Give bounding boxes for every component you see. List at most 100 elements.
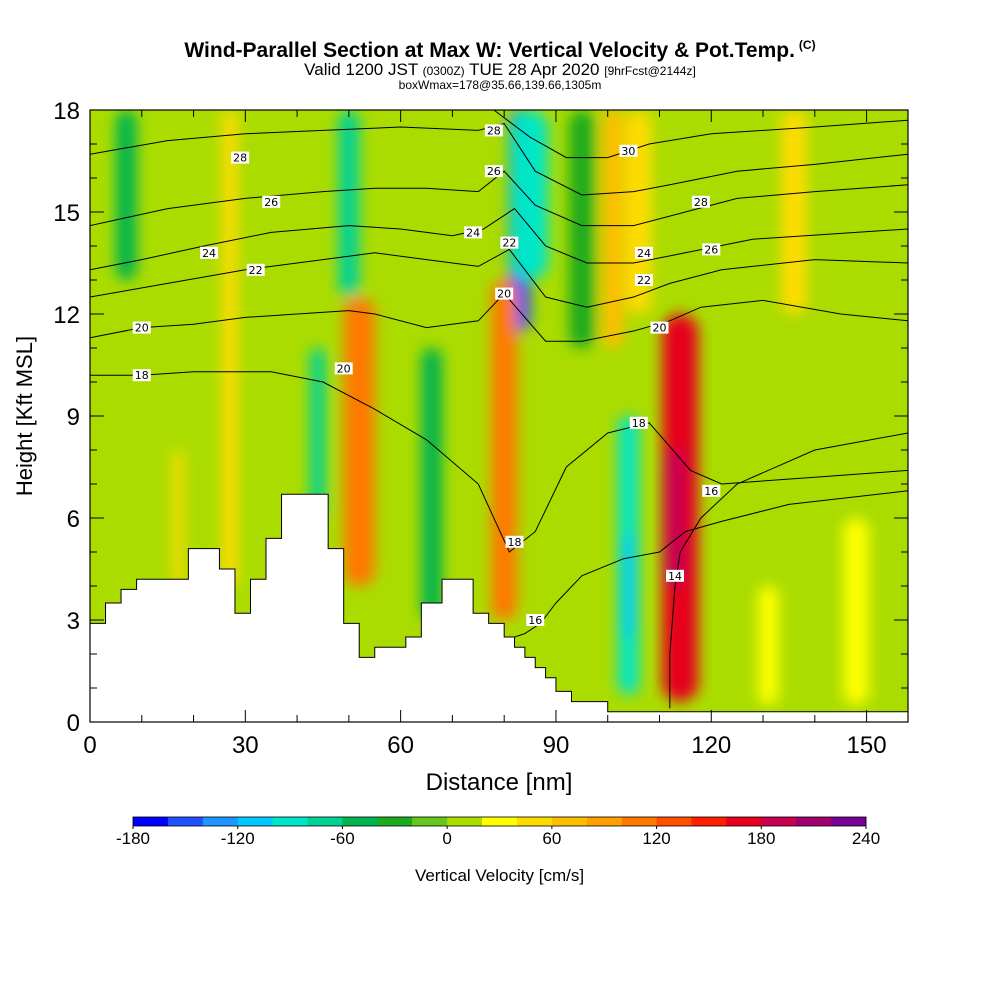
- x-tick-label: 30: [232, 732, 259, 759]
- contour-label: 28: [487, 124, 501, 137]
- contour-label-box: [464, 226, 483, 239]
- colorbar-tick-label: 180: [747, 829, 775, 848]
- contour-label: 26: [487, 165, 501, 178]
- contour-label-box: [666, 569, 685, 582]
- y-tick-label: 18: [53, 98, 80, 125]
- contour-label-box: [484, 124, 503, 137]
- colorbar-swatch: [237, 817, 274, 826]
- velocity-cell: [568, 110, 595, 348]
- velocity-cell: [757, 586, 779, 705]
- colorbar-tick-label: -180: [116, 829, 150, 848]
- theta-contour-24: [90, 207, 908, 271]
- contour-label-box: [132, 321, 151, 334]
- forecast-info: [9hrFcst@2144z]: [604, 64, 696, 78]
- colorbar-tick-label: -60: [330, 829, 355, 848]
- contour-label: 24: [637, 247, 651, 260]
- valid-time: Valid 1200 JST: [304, 60, 418, 79]
- title-text: Wind-Parallel Section at Max W: Vertical…: [184, 39, 795, 62]
- contour-label: 20: [497, 288, 511, 301]
- velocity-cell: [781, 110, 808, 314]
- contour-label-box: [484, 165, 503, 178]
- colorbar-swatch: [377, 817, 413, 826]
- y-axis-label: Height [Kft MSL]: [12, 336, 37, 496]
- velocity-cell: [222, 110, 238, 586]
- contour-label-box: [246, 263, 265, 276]
- contour-label: 22: [249, 264, 263, 277]
- valid-utc: (0300Z): [422, 64, 465, 78]
- velocity-cell: [843, 518, 870, 705]
- contour-label-box: [702, 243, 721, 256]
- contour-label-box: [702, 484, 721, 497]
- velocity-cell: [664, 450, 686, 586]
- colorbar-swatch: [202, 817, 239, 826]
- contour-label-box: [629, 416, 648, 429]
- contour-label: 22: [502, 237, 516, 250]
- contour-label-box: [132, 369, 151, 382]
- velocity-cell: [421, 348, 443, 620]
- colorbar-swatch: [307, 817, 343, 826]
- colorbar-swatch: [691, 817, 727, 826]
- colorbar-swatch: [831, 817, 867, 826]
- colorbar-frame: [132, 816, 867, 827]
- contour-label-box: [505, 535, 524, 548]
- velocity-cell: [172, 450, 184, 586]
- y-tick-label: 3: [67, 608, 80, 635]
- colorbar-tick-label: 120: [642, 829, 670, 848]
- colorbar-swatch: [586, 817, 623, 826]
- velocity-cell: [338, 110, 360, 297]
- contour-label: 22: [637, 274, 651, 287]
- valid-date: TUE 28 Apr 2020: [469, 60, 600, 79]
- theta-contour-20: [90, 292, 908, 342]
- contour-label: 26: [704, 243, 718, 256]
- contour-label: 28: [233, 152, 247, 165]
- contour-label: 14: [668, 570, 682, 583]
- colorbar-swatch: [133, 817, 169, 826]
- colorbar-swatch: [726, 817, 762, 826]
- contour-label: 18: [508, 536, 522, 549]
- colorbar-swatch: [272, 817, 309, 826]
- colorbar-label: Vertical Velocity [cm/s]: [415, 866, 584, 885]
- velocity-cell: [511, 110, 549, 280]
- x-tick-label: 90: [543, 732, 570, 759]
- colorbar-swatch: [412, 817, 448, 826]
- box-info: boxWmax=178@35.66,139.66,1305m: [398, 78, 602, 92]
- contour-label-box: [691, 195, 710, 208]
- x-tick-label: 120: [691, 732, 731, 759]
- contour-label-box: [634, 274, 653, 286]
- contour-label: 20: [135, 322, 149, 335]
- velocity-cell: [115, 110, 137, 280]
- chart-subtitle: Valid 1200 JST (0300Z) TUE 28 Apr 2020 […: [0, 60, 1000, 80]
- y-tick-label: 9: [67, 404, 80, 431]
- contour-label-box: [231, 151, 250, 164]
- contour-label-box: [526, 614, 545, 626]
- contour-label: 20: [337, 362, 351, 375]
- contour-label-box: [495, 287, 514, 300]
- theta-contour-22: [90, 248, 908, 308]
- colorbar-swatch: [482, 817, 518, 826]
- colorbar-tick-label: 240: [852, 829, 880, 848]
- theta-contour-18: [90, 371, 908, 553]
- contour-label: 20: [652, 322, 666, 335]
- contour-label: 18: [135, 369, 149, 382]
- contour-label-box: [634, 246, 653, 259]
- velocity-cell: [310, 348, 326, 518]
- colorbar-swatch: [796, 817, 832, 826]
- contour-label-box: [334, 362, 353, 375]
- colorbar-tick-label: 0: [442, 829, 451, 848]
- contour-label-box: [619, 144, 638, 157]
- colorbar-swatch: [342, 817, 378, 826]
- contour-label: 18: [632, 417, 646, 430]
- colorbar-swatch: [656, 817, 692, 826]
- colorbar-swatch: [551, 817, 588, 826]
- colorbar-swatch: [516, 817, 553, 826]
- contour-label: 16: [528, 614, 542, 627]
- colorbar-swatch: [761, 817, 797, 826]
- velocity-cell: [491, 280, 518, 620]
- contour-label-box: [650, 321, 669, 334]
- y-tick-label: 0: [67, 710, 80, 737]
- colorbar-swatch: [621, 817, 658, 826]
- colorbar-tick-label: -120: [221, 829, 255, 848]
- title-mark: (C): [798, 38, 816, 52]
